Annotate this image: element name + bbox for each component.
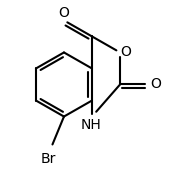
Text: O: O: [151, 78, 161, 92]
Text: NH: NH: [81, 118, 101, 132]
Text: O: O: [121, 45, 132, 59]
Text: Br: Br: [40, 152, 56, 166]
Text: O: O: [59, 6, 69, 20]
